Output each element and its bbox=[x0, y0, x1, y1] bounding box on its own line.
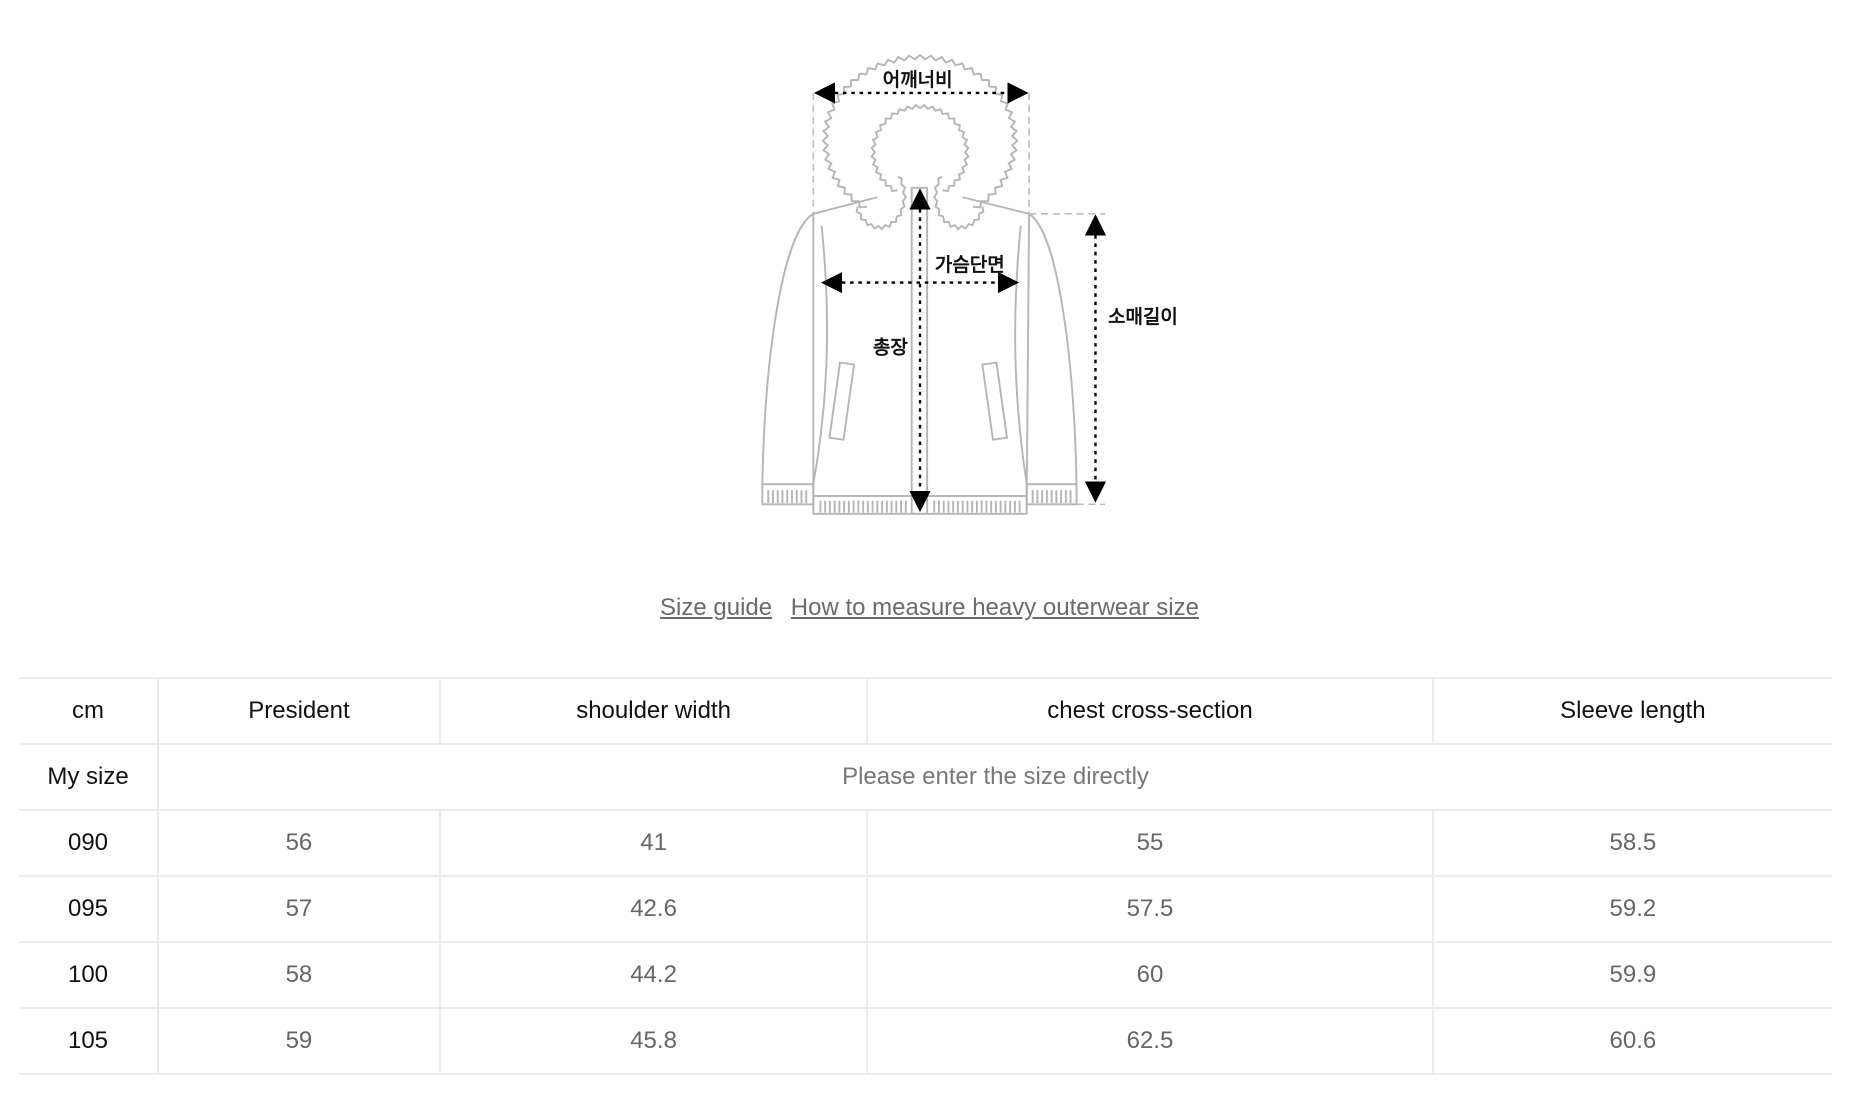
table-row: 100 58 44.2 60 59.9 bbox=[19, 941, 1832, 1009]
size-value: 45.8 bbox=[438, 1007, 868, 1075]
size-value: 62.5 bbox=[866, 1007, 1433, 1075]
size-value: 57.5 bbox=[866, 875, 1433, 943]
right-cuff bbox=[1025, 483, 1078, 506]
jacket-body bbox=[812, 196, 1031, 497]
size-label: 090 bbox=[19, 809, 158, 877]
size-label: 095 bbox=[19, 875, 158, 943]
rib-knit-lines bbox=[767, 490, 1072, 513]
column-header: chest cross-section bbox=[866, 677, 1433, 745]
size-value: 59.9 bbox=[1431, 941, 1832, 1009]
size-value: 57 bbox=[157, 875, 440, 943]
table-row: 105 59 45.8 62.5 60.6 bbox=[19, 1007, 1832, 1075]
table-row: 095 57 42.6 57.5 59.2 bbox=[19, 875, 1832, 943]
size-value: 41 bbox=[438, 809, 868, 877]
left-cuff bbox=[761, 483, 815, 506]
size-links: Size guide How to measure heavy outerwea… bbox=[0, 594, 1859, 622]
right-pocket bbox=[981, 361, 1009, 441]
size-label: 100 bbox=[19, 941, 158, 1009]
left-pocket bbox=[828, 361, 856, 441]
size-value: 58.5 bbox=[1431, 809, 1832, 877]
size-label: 105 bbox=[19, 1007, 158, 1075]
chest-label: 가슴단면 bbox=[935, 254, 1005, 276]
hood-fur-outer bbox=[821, 53, 1019, 209]
size-value: 60.6 bbox=[1431, 1007, 1832, 1075]
my-size-row: My size Please enter the size directly bbox=[19, 743, 1832, 811]
size-table: cm President shoulder width chest cross-… bbox=[19, 677, 1832, 1075]
table-header-row: cm President shoulder width chest cross-… bbox=[19, 677, 1832, 745]
how-to-measure-link[interactable]: How to measure heavy outerwear size bbox=[790, 594, 1199, 621]
unit-header: cm bbox=[19, 677, 158, 745]
guide-lines bbox=[812, 92, 1105, 506]
my-size-label: My size bbox=[19, 743, 158, 811]
size-guide-link[interactable]: Size guide bbox=[660, 594, 773, 621]
left-sleeve bbox=[761, 213, 829, 485]
size-value: 44.2 bbox=[438, 941, 868, 1009]
column-header: shoulder width bbox=[438, 677, 868, 745]
size-value: 42.6 bbox=[438, 875, 868, 943]
hood-fur-inner bbox=[870, 103, 970, 193]
collar-fur-right bbox=[933, 175, 985, 231]
hem-band bbox=[812, 495, 1028, 515]
column-header: President bbox=[157, 677, 440, 745]
shoulder-label: 어깨너비 bbox=[883, 69, 953, 91]
right-sleeve bbox=[1014, 213, 1078, 485]
table-row: 090 56 41 55 58.5 bbox=[19, 809, 1832, 877]
size-value: 55 bbox=[866, 809, 1433, 877]
collar-fur-left bbox=[855, 175, 907, 231]
size-value: 56 bbox=[157, 809, 440, 877]
size-value: 60 bbox=[866, 941, 1433, 1009]
size-value: 58 bbox=[157, 941, 440, 1009]
size-value: 59.2 bbox=[1431, 875, 1832, 943]
length-label: 총장 bbox=[873, 337, 908, 359]
sleeve-label: 소매길이 bbox=[1108, 306, 1178, 328]
my-size-input[interactable]: Please enter the size directly bbox=[157, 743, 1832, 811]
size-value: 59 bbox=[157, 1007, 440, 1075]
column-header: Sleeve length bbox=[1431, 677, 1832, 745]
